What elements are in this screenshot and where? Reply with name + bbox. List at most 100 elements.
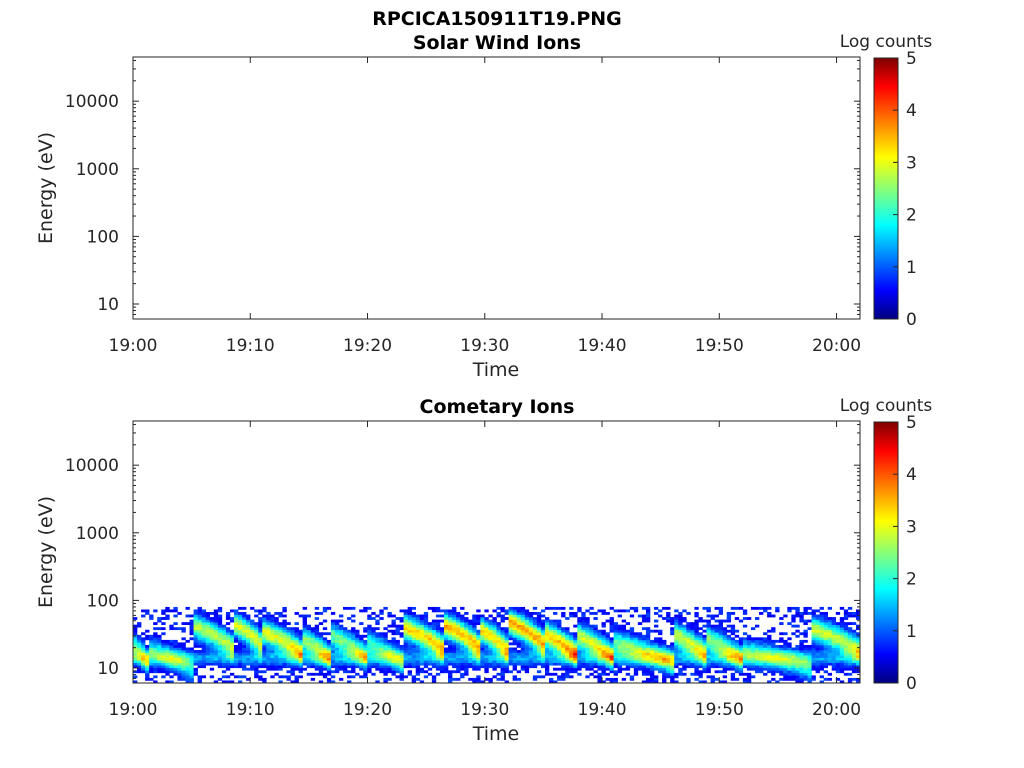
heatmap-cell bbox=[649, 677, 655, 681]
heatmap-cell bbox=[561, 612, 566, 615]
heatmap-cell bbox=[492, 632, 497, 636]
heatmap-cell bbox=[480, 619, 485, 623]
heatmap-cell bbox=[690, 637, 695, 641]
heatmap-cell bbox=[641, 670, 647, 674]
heatmap-cell bbox=[645, 632, 651, 636]
heatmap-cell bbox=[496, 639, 501, 643]
heatmap-cell bbox=[625, 634, 631, 638]
heatmap-cell bbox=[298, 675, 303, 679]
heatmap-cell bbox=[407, 612, 412, 615]
heatmap-cell bbox=[710, 652, 715, 656]
heatmap-cell bbox=[601, 632, 606, 636]
heatmap-cell bbox=[391, 657, 396, 661]
heatmap-cell bbox=[492, 660, 497, 664]
heatmap-cell bbox=[379, 644, 384, 648]
heatmap-cell bbox=[621, 624, 627, 628]
heatmap-cell bbox=[460, 650, 465, 653]
heatmap-cell bbox=[201, 639, 206, 643]
heatmap-cell bbox=[795, 644, 800, 648]
heatmap-cell bbox=[694, 634, 699, 638]
heatmap-cell bbox=[549, 680, 554, 684]
heatmap-cell bbox=[197, 634, 202, 638]
heatmap-cell bbox=[213, 639, 219, 643]
heatmap-cell bbox=[787, 667, 792, 671]
heatmap-cell bbox=[787, 609, 792, 613]
heatmap-cell bbox=[209, 642, 215, 646]
heatmap-cell bbox=[754, 657, 760, 661]
heatmap-cell bbox=[286, 629, 291, 633]
heatmap-cell bbox=[266, 627, 271, 631]
heatmap-cell bbox=[225, 667, 231, 671]
heatmap-cell bbox=[654, 652, 659, 656]
heatmap-cell bbox=[585, 639, 590, 643]
heatmap-cell bbox=[351, 652, 356, 656]
heatmap-cell bbox=[759, 606, 764, 610]
heatmap-cell bbox=[383, 665, 388, 669]
heatmap-cell bbox=[233, 662, 239, 666]
y-tick-label: 10 bbox=[97, 295, 119, 315]
heatmap-cell bbox=[452, 639, 457, 643]
heatmap-cell bbox=[371, 634, 376, 638]
heatmap-cell bbox=[492, 622, 497, 625]
heatmap-cell bbox=[347, 644, 352, 648]
heatmap-cell bbox=[310, 655, 316, 658]
heatmap-cell bbox=[803, 662, 808, 666]
heatmap-cell bbox=[759, 652, 764, 656]
heatmap-cell bbox=[217, 660, 223, 664]
heatmap-cell bbox=[423, 627, 429, 631]
heatmap-cell bbox=[690, 657, 695, 661]
heatmap-cell bbox=[524, 622, 530, 625]
heatmap-cell bbox=[472, 667, 477, 671]
heatmap-cell bbox=[435, 647, 441, 651]
heatmap-cell bbox=[807, 655, 812, 658]
heatmap-cell bbox=[589, 632, 594, 636]
heatmap-cell bbox=[363, 672, 368, 676]
heatmap-cell bbox=[649, 642, 655, 646]
heatmap-cell bbox=[322, 637, 328, 641]
heatmap-cell bbox=[674, 622, 679, 625]
heatmap-cell bbox=[851, 629, 857, 633]
heatmap-cell bbox=[742, 642, 748, 646]
heatmap-cell bbox=[504, 644, 509, 648]
heatmap-cell bbox=[318, 662, 324, 666]
heatmap-cell bbox=[702, 639, 707, 643]
heatmap-cell bbox=[617, 665, 623, 669]
heatmap-cell bbox=[811, 652, 816, 656]
heatmap-cell bbox=[403, 632, 408, 636]
heatmap-cell bbox=[456, 614, 461, 618]
heatmap-cell bbox=[137, 667, 142, 671]
heatmap-cell bbox=[577, 650, 582, 653]
heatmap-cell bbox=[544, 657, 550, 661]
heatmap-cell bbox=[452, 657, 457, 661]
heatmap-cell bbox=[605, 644, 610, 648]
colorbar-label: Log counts bbox=[840, 396, 933, 416]
heatmap-cell bbox=[573, 632, 578, 636]
heatmap-cell bbox=[367, 660, 372, 664]
heatmap-cell bbox=[480, 655, 485, 658]
heatmap-cell bbox=[423, 634, 429, 638]
heatmap-cell bbox=[799, 657, 804, 661]
heatmap-cell bbox=[330, 680, 336, 684]
heatmap-cell bbox=[157, 662, 162, 666]
colorbar-tick-label: 2 bbox=[906, 206, 917, 226]
heatmap-cell bbox=[205, 627, 211, 631]
heatmap-cell bbox=[815, 660, 820, 664]
heatmap-cell bbox=[238, 639, 243, 643]
heatmap-cell bbox=[795, 675, 800, 679]
heatmap-cell bbox=[645, 634, 651, 638]
heatmap-cell bbox=[500, 606, 505, 610]
heatmap-cell bbox=[298, 637, 303, 641]
heatmap-cell bbox=[783, 662, 788, 666]
heatmap-cell bbox=[621, 644, 627, 648]
heatmap-cell bbox=[553, 655, 558, 658]
heatmap-cell bbox=[811, 642, 816, 646]
heatmap-cell bbox=[698, 619, 703, 623]
heatmap-cell bbox=[791, 662, 796, 666]
heatmap-cell bbox=[544, 639, 550, 643]
heatmap-cell bbox=[629, 652, 635, 656]
heatmap-cell bbox=[819, 642, 824, 646]
heatmap-cell bbox=[811, 655, 816, 658]
heatmap-cell bbox=[807, 667, 812, 671]
heatmap-cell bbox=[811, 609, 816, 613]
